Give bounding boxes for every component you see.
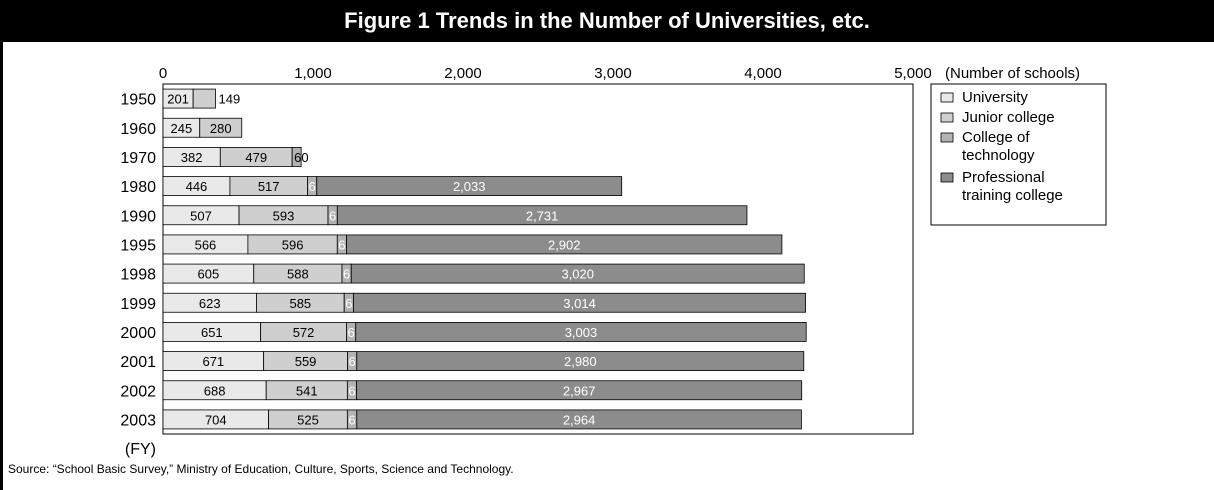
category-label: 2002 xyxy=(120,383,156,400)
legend-swatch xyxy=(940,172,954,183)
left-border xyxy=(0,42,3,490)
source-note: Source: “School Basic Survey,” Ministry … xyxy=(8,462,514,476)
data-label: 3,020 xyxy=(561,267,594,282)
data-label: 382 xyxy=(181,150,203,165)
data-label: 588 xyxy=(287,267,309,282)
x-tick-label: 4,000 xyxy=(744,65,782,82)
data-label: 671 xyxy=(202,354,224,369)
x-tick-label: 2,000 xyxy=(444,65,482,82)
category-label: 1999 xyxy=(120,296,156,313)
data-label: 688 xyxy=(204,383,226,398)
data-label: 2,980 xyxy=(564,354,597,369)
data-label: 559 xyxy=(295,354,317,369)
category-label: 2003 xyxy=(120,412,156,429)
bar-segment xyxy=(346,234,783,255)
x-axis-label: (Number of schools) xyxy=(945,65,1080,82)
data-label: 2,731 xyxy=(526,208,559,223)
category-label: 1960 xyxy=(120,121,156,138)
x-tick-label: 5,000 xyxy=(894,65,932,82)
data-label: 596 xyxy=(282,237,304,252)
legend-swatch xyxy=(940,112,954,123)
data-label: 651 xyxy=(201,325,223,340)
bar-segment xyxy=(316,176,623,196)
legend-label: Professional xyxy=(962,169,1045,186)
data-label: 541 xyxy=(296,383,318,398)
bar-segment xyxy=(356,351,805,371)
data-label: 2,964 xyxy=(563,412,596,427)
bar-segment xyxy=(355,322,807,342)
data-label: 280 xyxy=(210,121,232,136)
bar-segment xyxy=(192,88,216,109)
data-label: 3,014 xyxy=(563,296,596,311)
data-label: 2,033 xyxy=(453,179,486,194)
data-label: 623 xyxy=(199,296,221,311)
data-label: 3,003 xyxy=(565,325,598,340)
data-label: 60 xyxy=(294,150,308,165)
x-tick-label: 1,000 xyxy=(294,65,332,82)
legend-box xyxy=(930,83,1107,226)
category-label: 1998 xyxy=(120,267,156,284)
category-label: 1980 xyxy=(120,179,156,196)
data-label: 525 xyxy=(297,412,319,427)
legend-label: technology xyxy=(962,147,1035,164)
bar-segment xyxy=(356,380,803,401)
category-label: 2001 xyxy=(120,354,156,371)
category-label: 1970 xyxy=(120,150,156,167)
category-label: 1990 xyxy=(120,208,156,225)
category-label: 1995 xyxy=(120,237,156,254)
data-label: 507 xyxy=(190,208,212,223)
data-label: 149 xyxy=(219,92,241,107)
data-label: 585 xyxy=(289,296,311,311)
legend-label: training college xyxy=(962,187,1063,204)
data-label: 704 xyxy=(205,412,227,427)
data-label: 201 xyxy=(167,92,189,107)
plot-frame xyxy=(162,83,914,435)
bar-segment xyxy=(199,117,243,138)
category-label: 2000 xyxy=(120,325,156,342)
chart-title: Figure 1 Trends in the Number of Univers… xyxy=(344,8,870,33)
data-label: 517 xyxy=(258,179,280,194)
data-label: 566 xyxy=(195,237,217,252)
category-label: 1950 xyxy=(120,92,156,109)
data-label: 245 xyxy=(171,121,193,136)
data-label: 446 xyxy=(186,179,208,194)
bar-segment xyxy=(356,409,802,430)
data-label: 593 xyxy=(273,208,295,223)
bar-segment xyxy=(353,292,807,313)
data-label: 605 xyxy=(198,267,220,282)
data-label: 572 xyxy=(293,325,315,340)
data-label: 2,902 xyxy=(548,237,581,252)
data-label: 479 xyxy=(245,150,267,165)
data-label: 2,967 xyxy=(563,383,596,398)
legend-swatch xyxy=(940,132,954,143)
x-tick-label: 3,000 xyxy=(594,65,632,82)
title-bar xyxy=(0,0,1214,42)
x-tick-label: 0 xyxy=(159,65,167,82)
legend-label: Junior college xyxy=(962,109,1055,126)
legend-label: University xyxy=(962,89,1028,106)
bar-segment xyxy=(291,147,302,167)
bar-segment xyxy=(336,205,748,226)
bar-segment xyxy=(350,263,805,284)
y-axis-label: (FY) xyxy=(125,441,156,458)
legend-swatch xyxy=(940,92,954,103)
legend-label: College of xyxy=(962,129,1030,146)
